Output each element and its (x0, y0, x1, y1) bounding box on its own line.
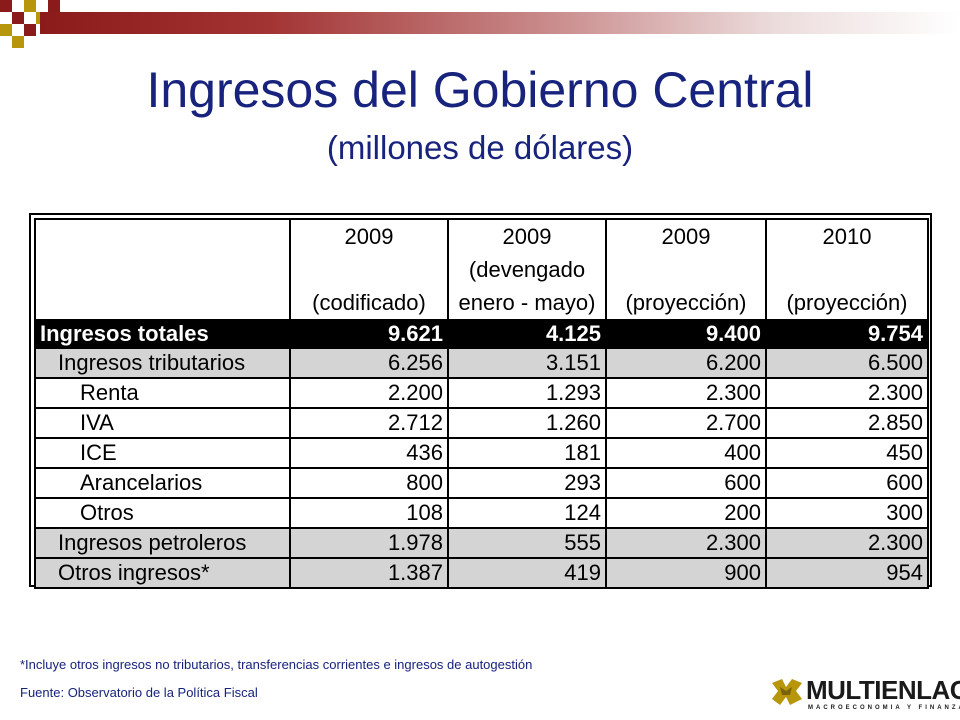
table-cell: 2.700 (605, 407, 767, 439)
table-row: IVA 2.712 1.260 2.700 2.850 (34, 407, 929, 439)
table-cell: 9.400 (605, 319, 767, 349)
column-header: 2009 (devengado enero - mayo) (447, 218, 607, 321)
page-subtitle: (millones de dólares) (326, 129, 634, 166)
table-row: Ingresos tributarios 6.256 3.151 6.200 6… (34, 347, 929, 379)
logo-tagline: MACROECONOMIA Y FINANZAS (808, 705, 960, 711)
table-row: Otros 108 124 200 300 (34, 497, 929, 529)
table-cell: 108 (289, 497, 449, 529)
row-label: Ingresos petroleros (34, 527, 291, 559)
table-cell: 600 (605, 467, 767, 499)
table-cell: 6.256 (289, 347, 449, 379)
table-cell: 9.621 (289, 319, 449, 349)
table-cell: 600 (765, 467, 929, 499)
source-note: Fuente: Observatorio de la Política Fisc… (20, 685, 258, 700)
table-row: Renta 2.200 1.293 2.300 2.300 (34, 377, 929, 409)
revenue-table: 2009 (codificado) 2009 (devengado enero … (34, 218, 929, 589)
header-corner-cell (34, 218, 291, 321)
table-cell: 419 (447, 557, 607, 589)
table-cell: 4.125 (447, 319, 607, 349)
table-row: Arancelarios 800 293 600 600 (34, 467, 929, 499)
multienlace-logo: MULTIENLACE MACROECONOMIA Y FINANZAS (770, 674, 960, 714)
table-cell: 6.200 (605, 347, 767, 379)
column-header: 2009 (codificado) (289, 218, 449, 321)
table-cell: 9.754 (765, 319, 929, 349)
row-label: Ingresos totales (34, 319, 291, 349)
row-label: IVA (34, 407, 291, 439)
row-label: Ingresos tributarios (34, 347, 291, 379)
row-label: Renta (34, 377, 291, 409)
footnote: *Incluye otros ingresos no tributarios, … (20, 657, 533, 672)
row-label: Otros (34, 497, 291, 529)
decorative-checker (0, 0, 72, 60)
table-row: ICE 436 181 400 450 (34, 437, 929, 469)
table-cell: 2.300 (605, 377, 767, 409)
column-header: 2009 (proyección) (605, 218, 767, 321)
table-cell: 3.151 (447, 347, 607, 379)
table-cell: 1.260 (447, 407, 607, 439)
table-cell: 2.712 (289, 407, 449, 439)
table-cell: 2.300 (605, 527, 767, 559)
table-cell: 1.293 (447, 377, 607, 409)
table-row-total: Ingresos totales 9.621 4.125 9.400 9.754 (34, 319, 929, 349)
table-cell: 293 (447, 467, 607, 499)
page-title: Ingresos del Gobierno Central (146, 62, 814, 118)
table-cell: 555 (447, 527, 607, 559)
table-row: Otros ingresos* 1.387 419 900 954 (34, 557, 929, 589)
row-label: Otros ingresos* (34, 557, 291, 589)
logo-mark-icon (772, 679, 802, 705)
table-cell: 436 (289, 437, 449, 469)
table-cell: 2.200 (289, 377, 449, 409)
row-label: Arancelarios (34, 467, 291, 499)
table-cell: 1.387 (289, 557, 449, 589)
table-cell: 6.500 (765, 347, 929, 379)
table-cell: 450 (765, 437, 929, 469)
table-cell: 1.978 (289, 527, 449, 559)
logo-name: MULTIENLACE (806, 675, 960, 705)
table-header-row: 2009 (codificado) 2009 (devengado enero … (34, 218, 929, 321)
table-cell: 900 (605, 557, 767, 589)
header-gradient-bar (40, 12, 960, 34)
table-row: Ingresos petroleros 1.978 555 2.300 2.30… (34, 527, 929, 559)
table-cell: 300 (765, 497, 929, 529)
table-cell: 2.300 (765, 377, 929, 409)
row-label: ICE (34, 437, 291, 469)
table-cell: 400 (605, 437, 767, 469)
table-cell: 2.300 (765, 527, 929, 559)
table-cell: 800 (289, 467, 449, 499)
table-cell: 124 (447, 497, 607, 529)
table-cell: 2.850 (765, 407, 929, 439)
column-header: 2010 (proyección) (765, 218, 929, 321)
table-cell: 200 (605, 497, 767, 529)
table-cell: 181 (447, 437, 607, 469)
table-cell: 954 (765, 557, 929, 589)
